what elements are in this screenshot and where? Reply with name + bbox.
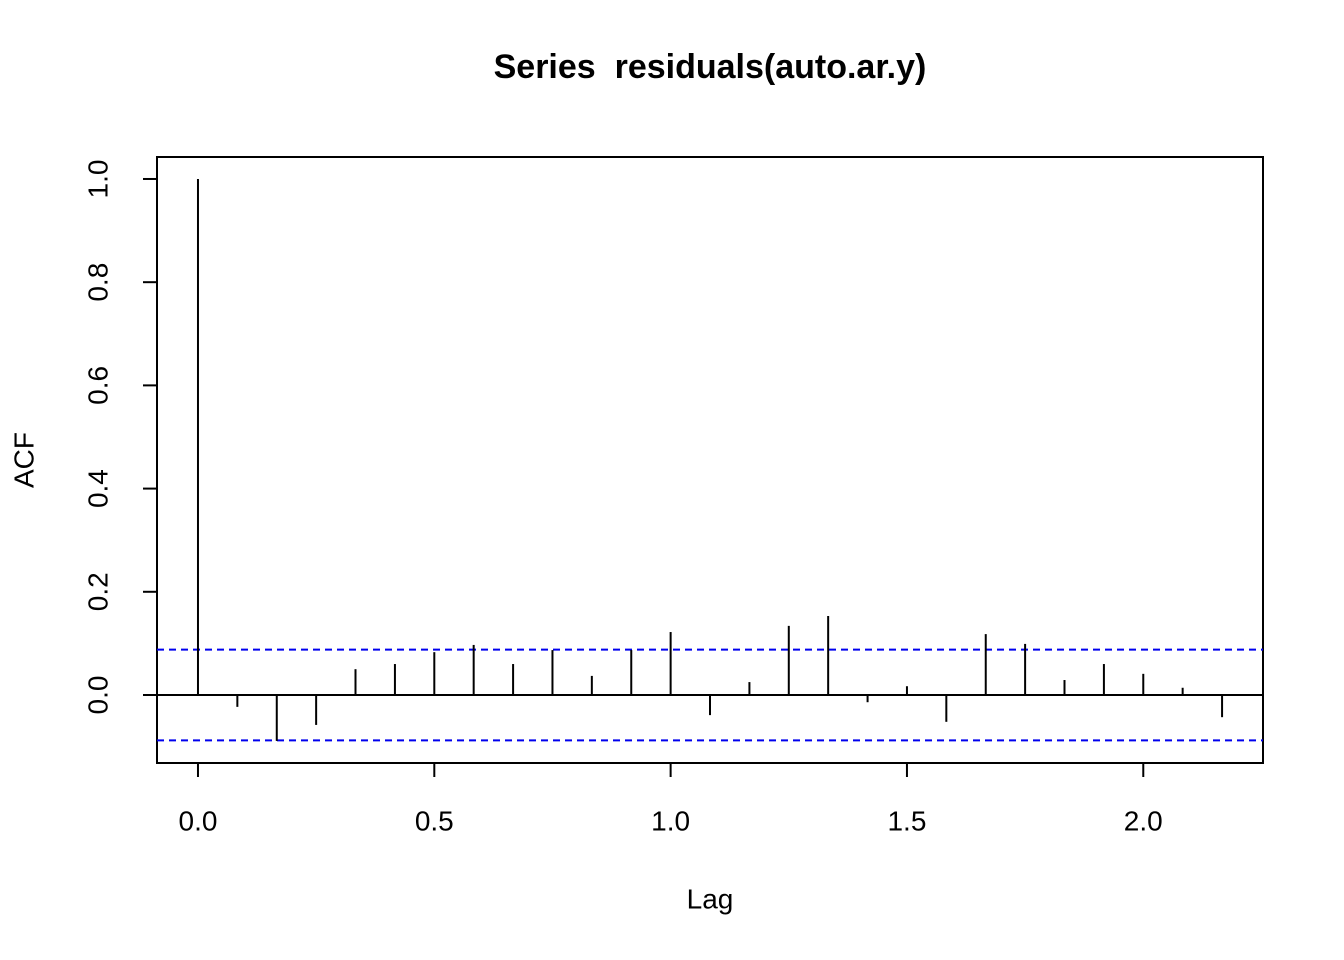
y-tick-label: 0.4	[82, 469, 113, 508]
x-tick-label: 1.0	[651, 805, 690, 836]
y-tick-label: 1.0	[82, 160, 113, 199]
x-axis-label: Lag	[687, 883, 734, 914]
x-tick-label: 1.5	[887, 805, 926, 836]
x-tick-label: 0.0	[179, 805, 218, 836]
y-tick-label: 0.0	[82, 676, 113, 715]
y-axis-label: ACF	[8, 432, 39, 488]
x-tick-label: 2.0	[1124, 805, 1163, 836]
chart-title: Series residuals(auto.ar.y)	[494, 48, 927, 86]
plot-frame	[156, 156, 1264, 764]
y-tick-label: 0.2	[82, 572, 113, 611]
x-tick-label: 0.5	[415, 805, 454, 836]
y-tick-label: 0.6	[82, 366, 113, 405]
y-tick-label: 0.8	[82, 263, 113, 302]
